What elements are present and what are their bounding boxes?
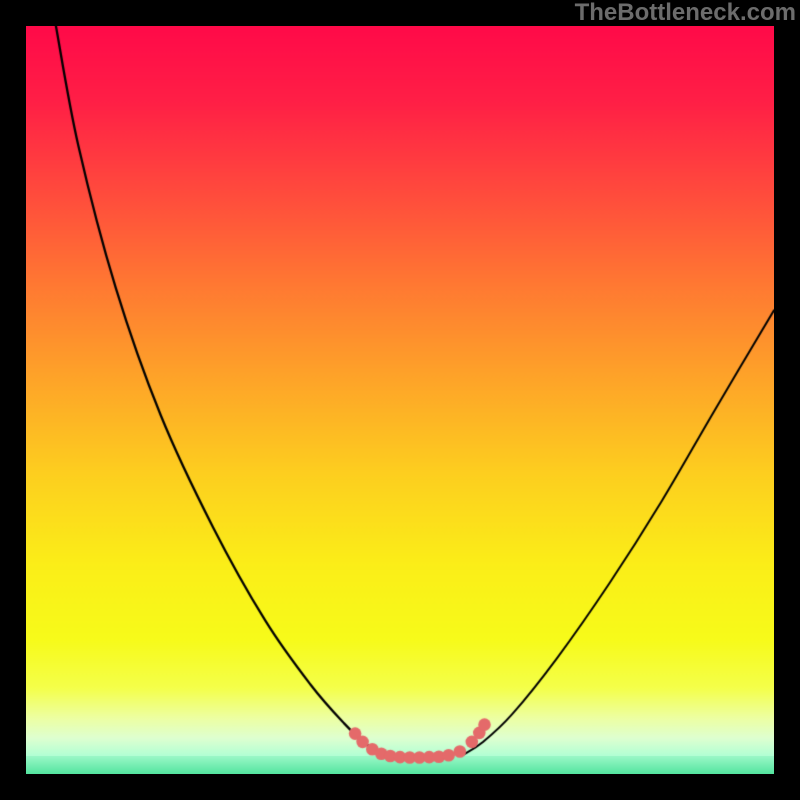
- curve-layer: [26, 26, 774, 774]
- watermark-text: TheBottleneck.com: [575, 0, 796, 26]
- plot-area: [26, 26, 774, 774]
- chart-container: TheBottleneck.com: [0, 0, 800, 800]
